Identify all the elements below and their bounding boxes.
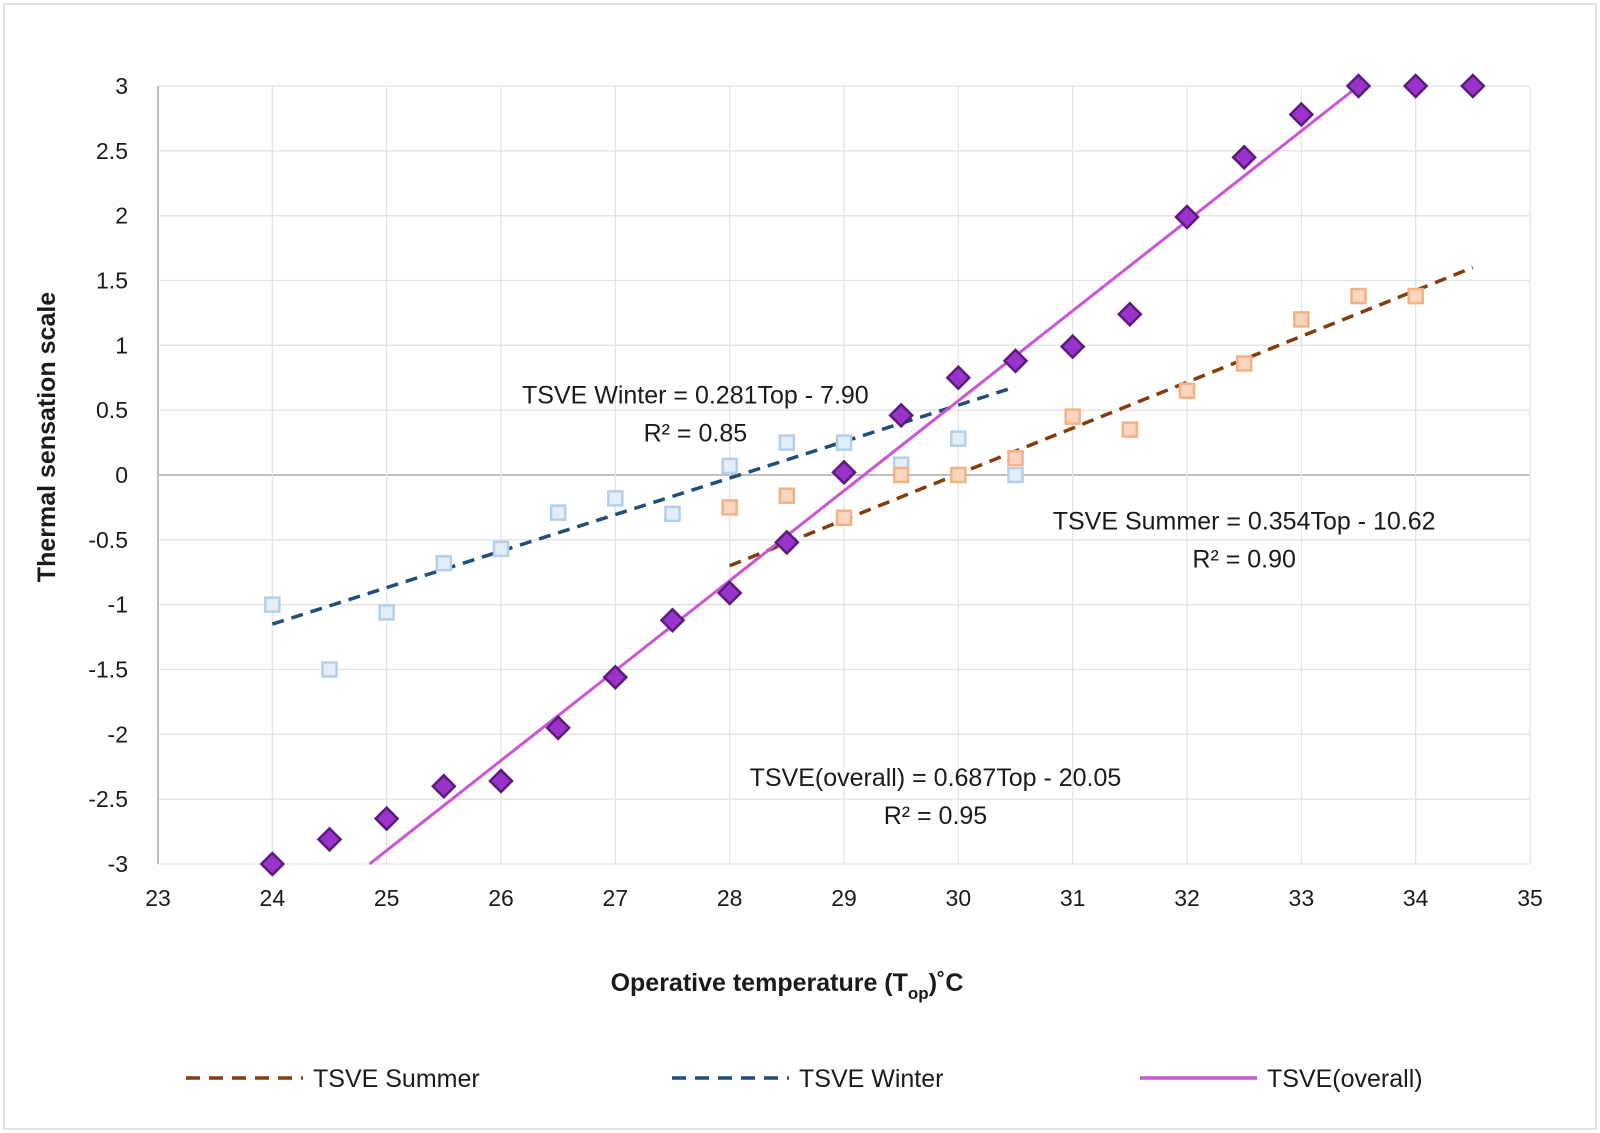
- point-tsve-overall: [831, 459, 857, 486]
- x-tick-label: 24: [260, 885, 286, 911]
- x-tick-label: 23: [145, 885, 171, 911]
- point-tsve-summer: [835, 509, 853, 527]
- equation-label: TSVE(overall) = 0.687Top - 20.05: [750, 764, 1122, 792]
- point-tsve-summer: [1178, 382, 1196, 399]
- y-tick-label: 1: [115, 332, 128, 358]
- point-tsve-overall: [1288, 101, 1315, 128]
- point-tsve-overall: [1059, 333, 1086, 360]
- point-tsve-winter: [1007, 466, 1024, 484]
- point-tsve-overall: [659, 607, 686, 633]
- point-tsve-summer: [1293, 311, 1310, 328]
- x-tick-label: 32: [1174, 885, 1200, 911]
- point-tsve-overall: [316, 826, 343, 853]
- y-tick-label: 3: [115, 73, 128, 99]
- grid: [157, 85, 1531, 865]
- r-squared-label: R² = 0.95: [884, 802, 988, 830]
- point-tsve-winter: [835, 434, 853, 451]
- y-tick-label: -3: [108, 851, 128, 877]
- point-tsve-overall: [1231, 144, 1257, 171]
- annotations: TSVE Winter = 0.281Top - 7.90 R² = 0.85 TS…: [522, 382, 1436, 831]
- equation-label: TSVE Winter = 0.281Top - 7.90: [522, 382, 869, 410]
- point-tsve-winter: [378, 604, 395, 621]
- x-tick-label: 30: [946, 885, 972, 911]
- r-squared-label: R² = 0.85: [644, 420, 748, 448]
- y-tick-label: -1: [108, 592, 128, 618]
- point-tsve-winter: [721, 457, 738, 475]
- point-tsve-overall: [1402, 73, 1429, 99]
- point-tsve-overall: [1117, 301, 1143, 327]
- point-tsve-summer: [1407, 287, 1424, 305]
- x-tick-label: 26: [488, 885, 514, 911]
- y-tick-label: 1.5: [96, 268, 128, 294]
- point-tsve-overall: [716, 580, 743, 606]
- point-tsve-overall: [373, 805, 400, 832]
- x-tick-label: 28: [717, 885, 743, 911]
- trendline-tsve-winter: [271, 385, 1017, 626]
- point-tsve-overall: [945, 364, 972, 391]
- point-tsve-winter: [435, 554, 453, 572]
- legend-label: TSVE(overall): [1267, 1065, 1423, 1093]
- chart-border: [3, 3, 1597, 1130]
- point-tsve-winter: [492, 540, 510, 558]
- x-tick-label: 29: [831, 885, 857, 911]
- y-tick-label: 2: [115, 203, 128, 229]
- y-tick-label: -2.5: [88, 786, 128, 812]
- point-tsve-overall: [1460, 73, 1486, 99]
- x-axis-title: Operative temperature (Top)˚C: [611, 969, 964, 1003]
- point-tsve-overall: [602, 664, 629, 691]
- point-tsve-overall: [1002, 348, 1029, 374]
- point-tsve-overall: [545, 715, 571, 741]
- y-tick-label: 0.5: [96, 397, 128, 423]
- legend-label: TSVE Summer: [313, 1065, 480, 1093]
- point-tsve-summer: [721, 499, 738, 516]
- point-tsve-summer: [1350, 287, 1367, 305]
- point-tsve-summer: [1064, 408, 1081, 425]
- y-axis-title: Thermal sensation scale: [33, 292, 61, 583]
- point-tsve-winter: [264, 596, 281, 613]
- point-tsve-overall: [1345, 73, 1372, 99]
- point-tsve-summer: [892, 466, 910, 484]
- y-tick-label: 0: [115, 462, 128, 488]
- point-tsve-overall: [431, 773, 457, 799]
- x-axis-title-unit: )˚C: [929, 969, 964, 997]
- trendline-tsve-summer: [729, 265, 1474, 568]
- legend: TSVE Summer TSVE Winter TSVE(overall): [186, 1065, 1423, 1093]
- point-tsve-winter: [664, 505, 681, 523]
- point-tsve-overall: [488, 768, 514, 794]
- equation-label: TSVE Summer = 0.354Top - 10.62: [1053, 507, 1436, 535]
- point-tsve-winter: [549, 504, 567, 521]
- x-axis-title-subscript: op: [908, 984, 929, 1003]
- point-tsve-winter: [321, 661, 338, 678]
- point-tsve-overall: [1174, 204, 1200, 230]
- point-tsve-summer: [1007, 449, 1024, 467]
- point-tsve-summer: [950, 466, 967, 484]
- point-tsve-overall: [259, 851, 286, 877]
- point-tsve-winter: [778, 434, 796, 451]
- point-tsve-summer: [1121, 421, 1139, 438]
- point-tsve-summer: [778, 487, 796, 504]
- tick-labels: 3 2.5 2 1.5 1 0.5 0 -0.5 -1 -1.5 -2 -2.5 -3 23 24 25 26 2…: [88, 73, 1542, 911]
- y-tick-label: -0.5: [88, 527, 128, 553]
- y-tick-label: -2: [108, 721, 128, 747]
- point-tsve-summer: [1235, 355, 1253, 372]
- y-tick-label: 2.5: [96, 138, 128, 164]
- x-tick-label: 35: [1517, 885, 1543, 911]
- r-squared-label: R² = 0.90: [1192, 545, 1296, 573]
- x-tick-label: 31: [1060, 885, 1086, 911]
- y-tick-label: -1.5: [88, 657, 128, 683]
- x-tick-label: 25: [374, 885, 400, 911]
- legend-label: TSVE Winter: [799, 1065, 943, 1093]
- x-tick-label: 27: [603, 885, 629, 911]
- point-tsve-winter: [950, 430, 967, 447]
- x-axis-title-main: Operative temperature (T: [611, 969, 908, 997]
- x-tick-label: 33: [1289, 885, 1315, 911]
- x-tick-label: 34: [1403, 885, 1429, 911]
- point-tsve-overall: [774, 529, 800, 556]
- point-tsve-overall: [888, 402, 914, 429]
- data-points: [259, 73, 1486, 877]
- point-tsve-winter: [607, 490, 624, 507]
